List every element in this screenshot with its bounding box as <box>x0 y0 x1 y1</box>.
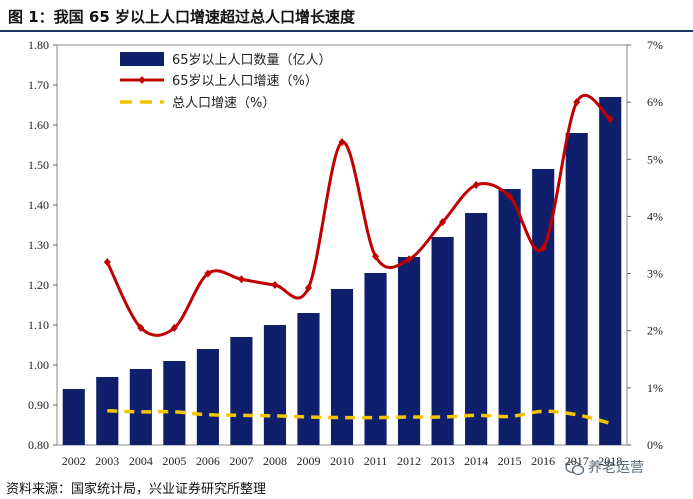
y-left-tick-label: 0.90 <box>28 398 49 412</box>
growth-65-point <box>439 218 447 227</box>
legend-label: 总人口增速（%） <box>172 96 275 111</box>
growth-65-point <box>304 283 312 292</box>
y-left-tick-label: 1.20 <box>28 278 49 292</box>
y-right-tick-label: 7% <box>647 38 663 52</box>
y-left-tick-label: 0.80 <box>28 438 49 452</box>
chart: 0.80 0.90 1.00 1.10 1.20 1.30 1.40 1.50 1.60 1.70… <box>28 38 663 468</box>
x-tick-label: 2013 <box>431 454 455 468</box>
bar <box>163 361 186 445</box>
x-tick-label: 2014 <box>464 454 488 468</box>
y-right-tick-label: 5% <box>647 152 663 166</box>
bar <box>129 369 152 445</box>
x-tick-label: 2002 <box>62 454 86 468</box>
bar <box>196 349 219 445</box>
legend-marker-line65 <box>138 76 146 84</box>
bar <box>431 237 454 445</box>
y-left-tick-label: 1.70 <box>28 78 49 92</box>
y-right-tick-label: 3% <box>647 267 663 281</box>
wechat-icon <box>565 460 585 476</box>
bar <box>498 189 521 445</box>
growth-65-point <box>372 252 380 261</box>
growth-65-point <box>204 269 212 278</box>
growth-65-point <box>137 323 145 332</box>
watermark-text: 养老运营 <box>588 460 644 476</box>
x-tick-label: 2018 <box>598 454 622 468</box>
legend-swatch-bars <box>120 52 164 66</box>
legend-label: 65岁以上人口增速（%） <box>172 74 318 89</box>
source-note: 资料来源：国家统计局，兴业证券研究所整理 <box>6 482 267 497</box>
bar <box>364 273 387 445</box>
y-left-tick-label: 1.40 <box>28 198 49 212</box>
x-tick-label: 2010 <box>330 454 354 468</box>
bar <box>230 337 253 445</box>
bar <box>565 133 588 445</box>
x-tick-label: 2007 <box>229 454 253 468</box>
growth-65-point <box>271 281 279 289</box>
bar <box>297 313 320 445</box>
y-right-tick-label: 6% <box>647 95 663 109</box>
x-tick-label: 2011 <box>364 454 388 468</box>
bar <box>532 169 555 445</box>
x-tick-label: 2015 <box>498 454 522 468</box>
growth-65-point <box>237 275 245 284</box>
growth-65-point <box>472 181 480 189</box>
growth-65-point <box>338 138 346 147</box>
x-tick-label: 2004 <box>129 454 153 468</box>
bar <box>599 97 622 445</box>
bar <box>397 257 421 445</box>
y-right-tick-label: 4% <box>647 209 663 223</box>
y-right-tick-label: 1% <box>647 381 663 395</box>
bar <box>330 289 354 445</box>
growth-65-point <box>606 115 614 124</box>
bar <box>465 213 488 445</box>
growth-65-point <box>170 323 178 332</box>
growth-65-point <box>103 258 111 267</box>
y-left-tick-label: 1.60 <box>28 118 49 132</box>
x-tick-label: 2016 <box>531 454 555 468</box>
growth-65-point <box>506 192 514 201</box>
y-left-tick-label: 1.10 <box>28 318 49 332</box>
y-right-tick-label: 2% <box>647 324 663 338</box>
x-tick-label: 2012 <box>397 454 421 468</box>
x-tick-label: 2009 <box>296 454 320 468</box>
growth-65-line <box>105 93 612 337</box>
x-tick-label: 2005 <box>162 454 186 468</box>
growth-65-point <box>573 98 581 107</box>
y-left-tick-label: 1.50 <box>28 158 49 172</box>
bar <box>62 389 85 445</box>
figure-title: 图 1：我国 65 岁以上人口增速超过总人口增长速度 <box>8 8 355 26</box>
legend-label: 65岁以上人口数量（亿人） <box>172 53 332 68</box>
x-tick-label: 2008 <box>263 454 287 468</box>
x-tick-label: 2003 <box>95 454 119 468</box>
growth-65-point <box>539 243 547 252</box>
title-bar: 图 1：我国 65 岁以上人口增速超过总人口增长速度 <box>0 0 693 32</box>
x-tick-label: 2006 <box>196 454 220 468</box>
y-left-tick-label: 1.00 <box>28 358 49 372</box>
y-right-tick-label: 0% <box>647 438 663 452</box>
y-left-tick-label: 1.80 <box>28 38 49 52</box>
bar <box>263 325 287 445</box>
x-tick-label: 2017 <box>565 454 589 468</box>
watermark: 养老运营 <box>565 457 644 477</box>
y-left-tick-label: 1.30 <box>28 238 49 252</box>
